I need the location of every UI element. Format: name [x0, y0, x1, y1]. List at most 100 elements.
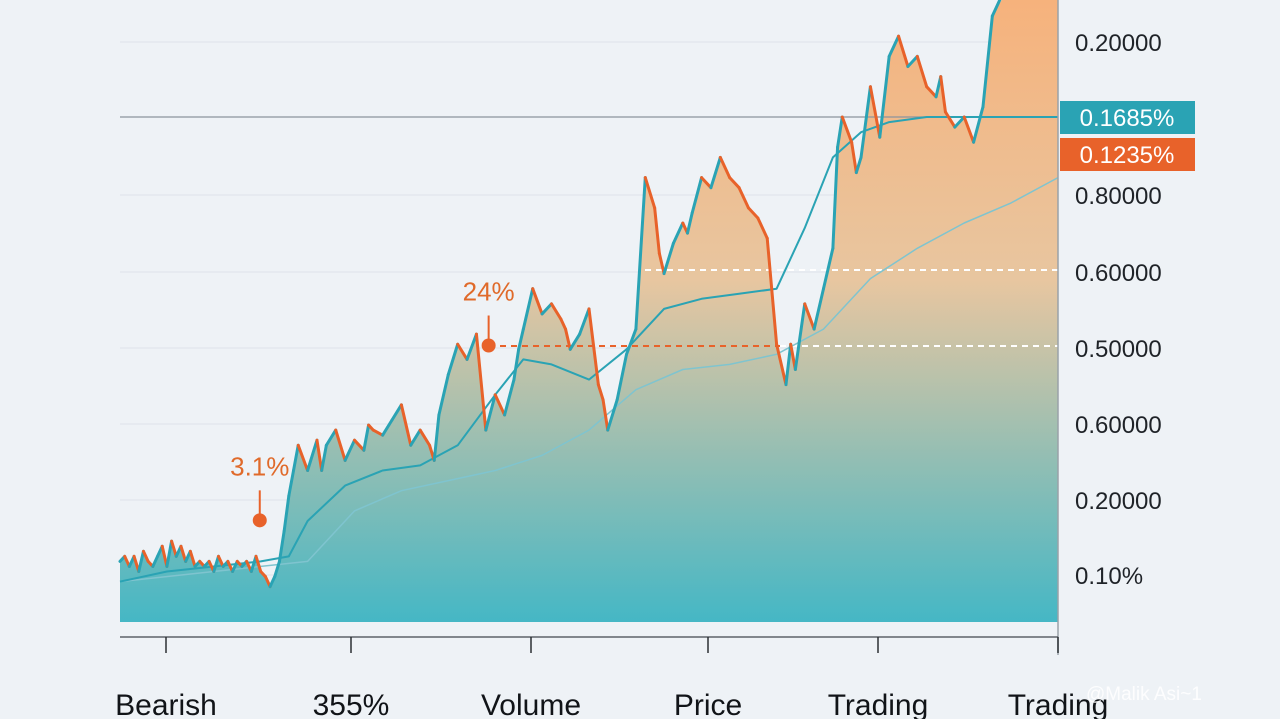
price-segment	[432, 413, 441, 462]
price-segment	[775, 342, 788, 387]
price-segment	[446, 342, 460, 377]
price-segment	[709, 155, 722, 190]
price-segment	[943, 110, 957, 129]
y-tick-label: 0.50000	[1075, 336, 1162, 363]
price-segment	[822, 246, 835, 291]
price-segment	[231, 559, 239, 573]
price-segment	[362, 423, 371, 452]
price-segment	[549, 302, 563, 321]
price-segment	[840, 115, 854, 144]
x-tick-label: 355%	[313, 689, 390, 719]
y-tick-label: 0.80000	[1075, 183, 1162, 210]
watermark-text: @Malik Asi~1	[1086, 684, 1202, 705]
annotations: 3.1% 24%	[230, 277, 515, 528]
price-segment	[287, 469, 296, 498]
price-segment	[587, 307, 600, 387]
price-segment	[531, 287, 544, 316]
price-segment	[474, 332, 488, 432]
price-segment	[456, 342, 469, 361]
price-segment	[765, 236, 779, 346]
annotation-label-0: 3.1%	[230, 451, 289, 481]
price-segment	[137, 549, 145, 573]
price-segment	[671, 221, 685, 245]
price-segment	[653, 206, 661, 255]
price-segment	[897, 34, 910, 68]
price-segment	[315, 438, 324, 472]
x-tick-label: Bearish	[115, 689, 217, 719]
price-segment	[643, 176, 657, 210]
price-segment	[859, 85, 872, 159]
x-tick-label: Volume	[481, 689, 581, 719]
value-badge	[1060, 101, 1195, 134]
price-segment	[657, 251, 666, 276]
price-segment	[517, 327, 525, 351]
price-segment	[353, 438, 366, 452]
price-segment	[320, 443, 328, 472]
price-segment	[282, 494, 291, 533]
y-tick-label: 0.10%	[1075, 563, 1143, 590]
price-segment	[564, 327, 572, 351]
price-segment	[606, 398, 619, 432]
y-tick-label: 0.60000	[1075, 260, 1162, 287]
price-segment	[981, 14, 994, 109]
price-segment	[972, 105, 985, 144]
price-segment	[484, 393, 497, 432]
x-tick-label: Price	[674, 689, 742, 719]
price-segment	[165, 539, 174, 568]
price-segment	[399, 403, 413, 447]
price-segment	[803, 302, 816, 331]
price-segment	[615, 352, 629, 402]
price-segment	[151, 554, 160, 568]
value-badge	[1060, 138, 1195, 171]
price-segment	[141, 549, 150, 563]
price-segment	[836, 115, 844, 149]
price-segment	[925, 85, 938, 99]
y-tick-label: 0.20000	[1075, 488, 1162, 515]
price-segment	[625, 327, 638, 356]
price-segment	[437, 373, 450, 417]
value-badges: 0.1685% 0.1235%	[1060, 101, 1195, 171]
axes: 0.20000 0.80000 0.60000 0.50000 0.60000 0.200…	[115, 0, 1162, 719]
price-segment	[662, 241, 675, 276]
price-segment	[831, 145, 840, 250]
price-segment	[292, 443, 300, 472]
price-segment	[812, 287, 825, 331]
price-segment	[254, 554, 263, 573]
price-segment	[371, 428, 385, 437]
price-segment	[854, 155, 863, 175]
price-segment	[906, 54, 919, 68]
price-segment	[296, 443, 310, 472]
annotation-label-1: 24%	[463, 277, 515, 307]
price-segment	[268, 575, 277, 589]
price-segment	[179, 544, 188, 563]
price-segment	[188, 549, 197, 568]
price-segment	[343, 438, 356, 462]
price-segment	[700, 176, 713, 190]
price-segment	[784, 342, 793, 387]
price-segment	[306, 438, 319, 472]
price-segment	[887, 34, 901, 58]
price-segment	[746, 206, 760, 220]
price-segment	[334, 428, 347, 462]
price-segment	[493, 393, 507, 417]
price-segment	[793, 302, 807, 371]
price-segment	[601, 398, 610, 432]
price-segment	[390, 403, 403, 422]
x-tick-label: Trading	[1008, 689, 1109, 719]
price-segment	[878, 54, 891, 139]
price-segment	[685, 211, 694, 235]
price-segment	[381, 418, 394, 437]
price-segment	[409, 428, 422, 447]
price-segment	[850, 140, 858, 175]
price-segment	[756, 216, 769, 240]
price-segment	[953, 115, 966, 129]
price-segment	[512, 347, 521, 382]
price-segment	[596, 383, 605, 402]
price-segment	[915, 54, 929, 89]
price-segment	[578, 307, 591, 336]
price-segment	[212, 554, 220, 573]
price-segment	[868, 85, 882, 139]
price-segment	[559, 317, 568, 331]
reference-lines	[120, 116, 1058, 347]
